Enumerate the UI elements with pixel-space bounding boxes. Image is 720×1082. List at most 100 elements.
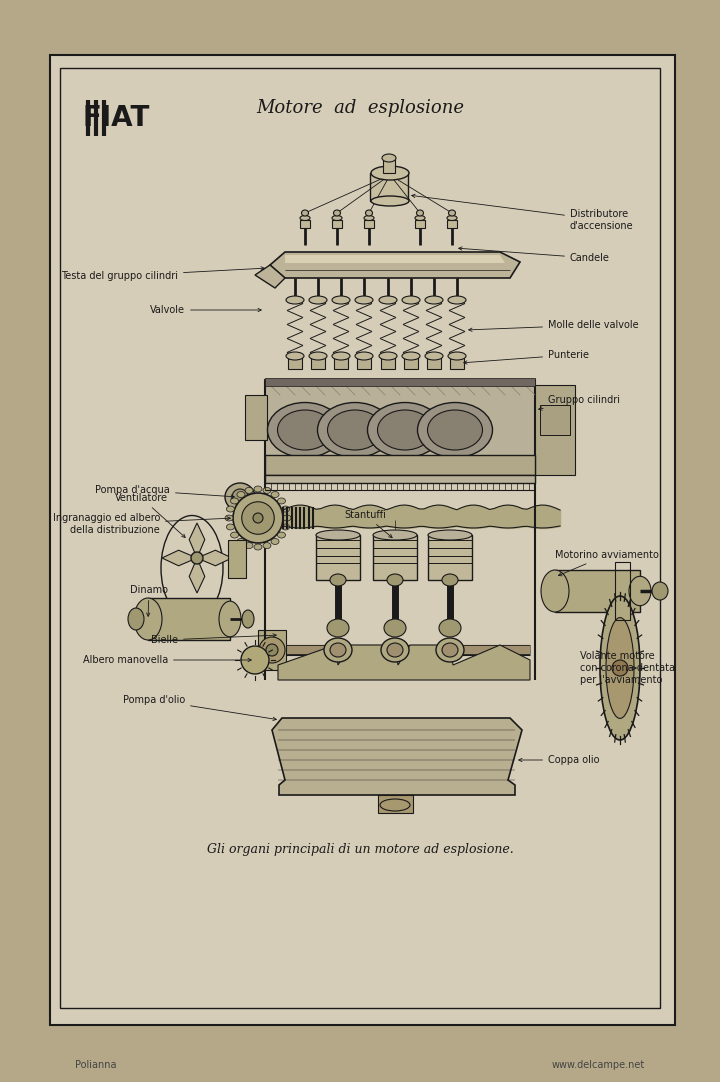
Ellipse shape xyxy=(245,487,253,493)
Ellipse shape xyxy=(271,491,279,498)
Text: Distributore
d'accensione: Distributore d'accensione xyxy=(412,195,634,230)
Ellipse shape xyxy=(277,532,285,538)
Ellipse shape xyxy=(226,506,235,512)
Text: Motore  ad  esplosione: Motore ad esplosione xyxy=(256,98,464,117)
Bar xyxy=(373,535,417,580)
Text: Ingranaggio ed albero
della distribuzione: Ingranaggio ed albero della distribuzion… xyxy=(53,513,230,535)
Ellipse shape xyxy=(242,502,274,535)
Text: Dinamo: Dinamo xyxy=(130,585,168,617)
Ellipse shape xyxy=(283,515,291,522)
Ellipse shape xyxy=(439,619,461,637)
Ellipse shape xyxy=(447,215,457,221)
Bar xyxy=(357,357,371,369)
Ellipse shape xyxy=(442,643,458,657)
Ellipse shape xyxy=(225,483,255,511)
Ellipse shape xyxy=(277,498,285,504)
Ellipse shape xyxy=(134,598,162,639)
Bar xyxy=(258,630,286,670)
Ellipse shape xyxy=(219,602,241,637)
Text: Testa del gruppo cilindri: Testa del gruppo cilindri xyxy=(61,267,264,281)
Bar xyxy=(332,220,342,228)
Ellipse shape xyxy=(333,210,341,216)
Bar xyxy=(428,535,472,580)
Ellipse shape xyxy=(332,352,350,360)
Text: Motorino avviamento: Motorino avviamento xyxy=(555,550,659,576)
Ellipse shape xyxy=(266,644,278,656)
Ellipse shape xyxy=(268,403,343,458)
Bar xyxy=(450,357,464,369)
Polygon shape xyxy=(255,265,285,288)
Bar xyxy=(381,357,395,369)
Polygon shape xyxy=(189,523,204,558)
Ellipse shape xyxy=(377,410,433,450)
Bar xyxy=(334,357,348,369)
Text: Albero manovella: Albero manovella xyxy=(83,655,251,665)
Ellipse shape xyxy=(371,166,409,180)
Ellipse shape xyxy=(309,352,327,360)
Ellipse shape xyxy=(387,643,403,657)
Ellipse shape xyxy=(448,296,466,304)
Ellipse shape xyxy=(324,638,352,662)
Ellipse shape xyxy=(282,506,289,512)
Bar xyxy=(540,405,570,435)
Ellipse shape xyxy=(286,352,304,360)
Text: Pompa d'olio: Pompa d'olio xyxy=(122,695,276,721)
Ellipse shape xyxy=(332,296,350,304)
Text: Volante motore
con corona dentata
per l'avviamento: Volante motore con corona dentata per l'… xyxy=(580,651,675,685)
Ellipse shape xyxy=(316,530,360,540)
Polygon shape xyxy=(162,551,197,566)
Bar xyxy=(370,173,408,201)
Ellipse shape xyxy=(225,515,233,522)
Ellipse shape xyxy=(629,577,651,606)
Bar xyxy=(265,475,535,483)
Ellipse shape xyxy=(233,493,283,543)
Ellipse shape xyxy=(366,210,372,216)
Ellipse shape xyxy=(418,403,492,458)
Ellipse shape xyxy=(230,498,238,504)
Bar xyxy=(383,158,395,173)
Ellipse shape xyxy=(332,215,342,221)
Ellipse shape xyxy=(600,596,640,740)
Ellipse shape xyxy=(226,524,235,530)
Polygon shape xyxy=(270,252,520,278)
Ellipse shape xyxy=(379,352,397,360)
Ellipse shape xyxy=(428,530,472,540)
Ellipse shape xyxy=(237,539,245,544)
Ellipse shape xyxy=(367,403,443,458)
Ellipse shape xyxy=(402,296,420,304)
Ellipse shape xyxy=(436,638,464,662)
Ellipse shape xyxy=(263,487,271,493)
Polygon shape xyxy=(197,551,232,566)
Ellipse shape xyxy=(330,573,346,586)
Bar xyxy=(148,598,230,639)
Bar xyxy=(265,378,535,386)
Bar xyxy=(316,535,360,580)
Ellipse shape xyxy=(241,646,269,674)
Ellipse shape xyxy=(425,296,443,304)
Bar xyxy=(140,606,150,632)
Ellipse shape xyxy=(442,573,458,586)
Ellipse shape xyxy=(373,530,417,540)
Text: Ventilatore: Ventilatore xyxy=(115,493,185,538)
Ellipse shape xyxy=(254,486,262,492)
Ellipse shape xyxy=(541,570,569,612)
Text: Candele: Candele xyxy=(459,247,610,263)
Text: Valvole: Valvole xyxy=(150,305,261,315)
Text: Bielle: Bielle xyxy=(151,634,276,645)
Bar xyxy=(228,540,246,578)
Ellipse shape xyxy=(379,296,397,304)
Ellipse shape xyxy=(448,352,466,360)
Ellipse shape xyxy=(355,296,373,304)
Bar xyxy=(415,220,425,228)
Ellipse shape xyxy=(253,513,263,523)
Ellipse shape xyxy=(282,524,289,530)
Bar xyxy=(311,357,325,369)
Bar xyxy=(404,357,418,369)
Bar xyxy=(265,380,535,475)
Polygon shape xyxy=(278,645,530,679)
Ellipse shape xyxy=(381,638,409,662)
Bar xyxy=(555,570,640,612)
Ellipse shape xyxy=(302,210,308,216)
Ellipse shape xyxy=(416,210,423,216)
Text: Molle delle valvole: Molle delle valvole xyxy=(469,320,639,331)
